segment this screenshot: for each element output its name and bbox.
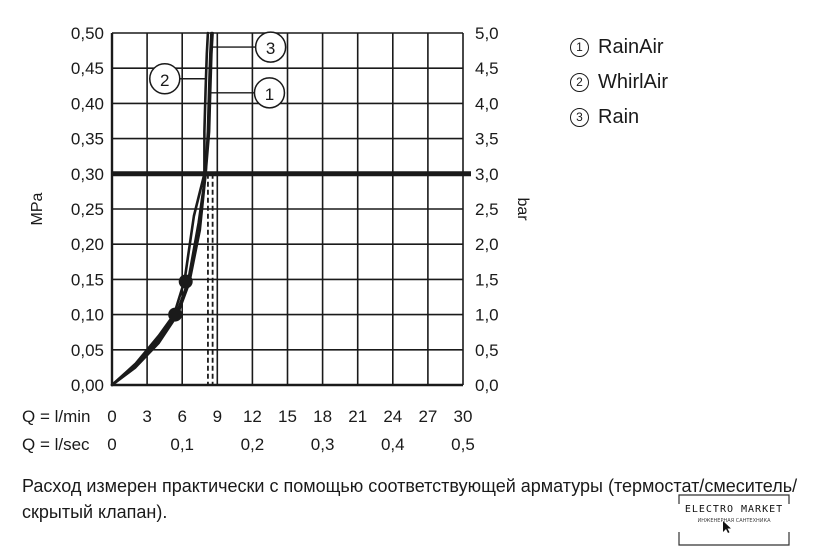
pressure-flow-chart: 0,000,050,100,150,200,250,300,350,400,45… bbox=[22, 24, 531, 454]
x-tick-label-lsec: 0,2 bbox=[241, 435, 265, 454]
data-point-marker bbox=[178, 274, 193, 289]
x-tick-label-lmin: 6 bbox=[177, 407, 186, 426]
y-left-tick-label: 0,15 bbox=[71, 270, 104, 289]
y-right-tick-label: 1,5 bbox=[475, 270, 499, 289]
x-tick-label-lmin: 21 bbox=[348, 407, 367, 426]
y-right-tick-label: 2,0 bbox=[475, 235, 499, 254]
y-left-tick-label: 0,00 bbox=[71, 376, 104, 395]
callout-circle-1 bbox=[253, 77, 286, 109]
x-tick-label-lsec: 0,1 bbox=[170, 435, 194, 454]
callout-label-1: 1 bbox=[265, 85, 274, 104]
y-right-tick-label: 3,5 bbox=[475, 130, 499, 149]
y-left-tick-label: 0,45 bbox=[71, 59, 104, 78]
legend-number-3: 3 bbox=[570, 108, 589, 127]
legend-label-rain: Rain bbox=[598, 106, 640, 128]
y-right-tick-label: 4,5 bbox=[475, 59, 499, 78]
x-tick-label-lmin: 30 bbox=[454, 407, 473, 426]
legend-number-1: 1 bbox=[570, 38, 589, 57]
legend-label-whirlair: WhirlAir bbox=[598, 71, 668, 93]
legend-label-rainair: RainAir bbox=[598, 36, 664, 58]
y-left-tick-label: 0,25 bbox=[71, 200, 104, 219]
y-right-tick-label: 4,0 bbox=[475, 94, 499, 113]
legend-number-2: 2 bbox=[570, 73, 589, 92]
x-tick-label-lmin: 18 bbox=[313, 407, 332, 426]
series-line-rain bbox=[110, 31, 214, 387]
x-tick-label-lmin: 0 bbox=[107, 407, 116, 426]
x-axis-title-lmin: Q = l/min bbox=[22, 407, 91, 426]
x-tick-label-lmin: 12 bbox=[243, 407, 262, 426]
x-tick-label-lmin: 9 bbox=[213, 407, 222, 426]
data-point-marker bbox=[168, 307, 183, 322]
legend-item-rain: 3 Rain bbox=[570, 100, 668, 135]
x-tick-label-lsec: 0,4 bbox=[381, 435, 405, 454]
legend-item-rainair: 1 RainAir bbox=[570, 30, 668, 65]
callout-circle-2 bbox=[149, 63, 181, 95]
x-tick-label-lsec: 0,5 bbox=[451, 435, 475, 454]
x-tick-label-lmin: 3 bbox=[142, 407, 151, 426]
legend: 1 RainAir 2 WhirlAir 3 Rain bbox=[570, 30, 668, 135]
legend-item-whirlair: 2 WhirlAir bbox=[570, 65, 668, 100]
logo-subtitle: ИНЖЕНЕРНАЯ САНТЕХНИКА bbox=[697, 518, 771, 524]
y-right-tick-label: 3,0 bbox=[475, 165, 499, 184]
logo-title: ELECTRO MARKET bbox=[678, 504, 790, 515]
logo-frame bbox=[678, 494, 790, 546]
callout-circle-3 bbox=[254, 31, 287, 63]
y-right-tick-label: 0,5 bbox=[475, 341, 499, 360]
cursor-icon bbox=[723, 521, 731, 533]
y-left-tick-label: 0,10 bbox=[71, 306, 104, 325]
y-left-tick-label: 0,20 bbox=[71, 235, 104, 254]
y-right-tick-label: 2,5 bbox=[475, 200, 499, 219]
x-axis-title-lsec: Q = l/sec bbox=[22, 435, 90, 454]
x-tick-label-lmin: 24 bbox=[383, 407, 402, 426]
x-tick-label-lmin: 15 bbox=[278, 407, 297, 426]
callout-label-3: 3 bbox=[266, 39, 275, 58]
y-right-tick-label: 0,0 bbox=[475, 376, 499, 395]
store-logo: ELECTRO MARKET ИНЖЕНЕРНАЯ САНТЕХНИКА bbox=[678, 494, 790, 546]
y-right-axis-title: bar bbox=[514, 197, 531, 221]
y-left-tick-label: 0,05 bbox=[71, 341, 104, 360]
y-left-axis-title: MPa bbox=[29, 192, 46, 225]
y-left-tick-label: 0,35 bbox=[71, 130, 104, 149]
y-right-tick-label: 5,0 bbox=[475, 24, 499, 43]
y-left-tick-label: 0,30 bbox=[71, 165, 104, 184]
y-left-tick-label: 0,50 bbox=[71, 24, 104, 43]
y-left-tick-label: 0,40 bbox=[71, 94, 104, 113]
caption: Расход измерен практически с помощью соо… bbox=[22, 476, 798, 522]
series-line-whirlair bbox=[110, 31, 210, 387]
callout-label-2: 2 bbox=[160, 71, 169, 90]
x-tick-label-lsec: 0 bbox=[107, 435, 116, 454]
x-tick-label-lsec: 0,3 bbox=[311, 435, 335, 454]
x-tick-label-lmin: 27 bbox=[418, 407, 437, 426]
y-right-tick-label: 1,0 bbox=[475, 306, 499, 325]
